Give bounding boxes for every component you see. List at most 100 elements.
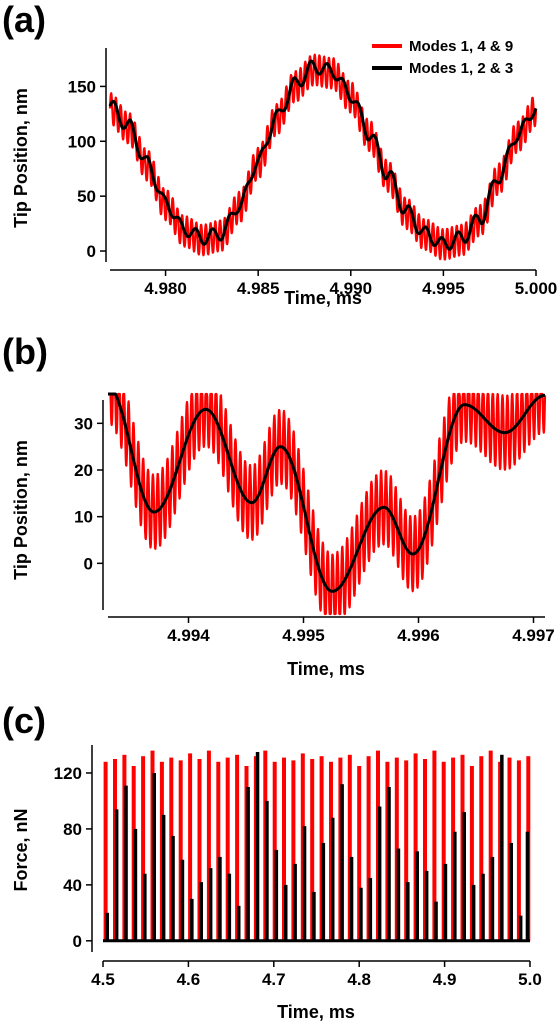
force-spike-modes-1-2-3 (180, 859, 185, 941)
panel-a-plot (108, 53, 538, 261)
panel-b-yticks: 0 10 20 30 (74, 414, 103, 573)
series-line-modes-1-2-3 (108, 59, 538, 251)
legend: Modes 1, 4 & 9 Modes 1, 2 & 3 (372, 38, 513, 77)
y-tick-label: 40 (63, 876, 82, 895)
force-spike-modes-1-2-3 (124, 785, 128, 941)
force-spike-modes-1-2-3 (490, 856, 495, 941)
y-tick-label: 100 (68, 132, 96, 151)
panel-label-c: (c) (2, 700, 46, 741)
force-spike-modes-1-4-9 (141, 756, 146, 941)
force-spike-modes-1-4-9 (206, 750, 211, 941)
x-tick-label: 4.980 (144, 279, 187, 298)
force-spike-modes-1-2-3 (443, 863, 448, 941)
force-spike-modes-1-2-3 (396, 848, 401, 941)
force-spike-modes-1-4-9 (423, 759, 427, 941)
legend-label-modes-1-2-3: Modes 1, 2 & 3 (409, 60, 513, 77)
force-spike-modes-1-2-3 (518, 915, 523, 941)
x-tick-label: 4.990 (330, 279, 373, 298)
force-spike-modes-1-4-9 (366, 756, 371, 941)
y-tick-label: 0 (73, 932, 82, 951)
panel-a-xlabel: Time, ms (284, 288, 362, 308)
force-spike-modes-1-2-3 (434, 901, 438, 941)
force-spike-modes-1-2-3 (462, 812, 466, 941)
force-spike-modes-1-2-3 (237, 905, 241, 941)
panel-c-ylabel: Force, nN (11, 808, 31, 891)
panel-a-xticks: 4.980 4.985 4.990 4.995 5.000 (144, 270, 557, 298)
y-tick-label: 0 (87, 242, 96, 261)
panel-b-plot (106, 392, 547, 616)
panel-a-yticks: 0 50 100 150 (68, 77, 106, 261)
force-spike-modes-1-2-3 (359, 887, 363, 941)
panel-label-b: (b) (2, 331, 48, 372)
panel-b-xlabel: Time, ms (287, 659, 365, 679)
y-tick-label: 80 (63, 820, 82, 839)
x-tick-label: 5.000 (515, 279, 558, 298)
series-line-modes-1-4-9 (107, 392, 547, 616)
panel-b-xticks: 4.994 4.995 4.996 4.997 (167, 617, 555, 645)
force-spike-modes-1-4-9 (479, 756, 484, 941)
x-tick-label: 4.994 (167, 626, 210, 645)
panel-label-a: (a) (2, 0, 46, 40)
force-spike-modes-1-2-3 (161, 814, 166, 941)
force-spike-modes-1-4-9 (310, 759, 315, 941)
force-spike-modes-1-4-9 (488, 750, 493, 941)
x-tick-label: 4.985 (237, 279, 280, 298)
force-spike-modes-1-4-9 (441, 761, 446, 941)
force-spike-modes-1-2-3 (246, 787, 250, 941)
force-spike-modes-1-2-3 (471, 884, 476, 941)
panel-c: (c) 0 40 80 120 4.5 4.6 4.7 4.8 4.9 5.0 Time, ms… (2, 700, 542, 1022)
x-tick-label: 4.997 (512, 626, 555, 645)
panel-c-yticks: 0 40 80 120 (54, 764, 92, 951)
force-spike-modes-1-2-3 (199, 882, 203, 941)
x-tick-label: 4.7 (262, 970, 286, 989)
force-spike-modes-1-4-9 (216, 761, 221, 941)
force-spike-modes-1-2-3 (133, 828, 138, 941)
panel-a-ylabel: Tip Position, nm (11, 88, 31, 228)
force-spike-modes-1-2-3 (265, 800, 269, 941)
force-spike-modes-1-4-9 (516, 760, 521, 941)
force-spike-modes-1-2-3 (387, 787, 391, 941)
x-tick-label: 4.8 (347, 970, 371, 989)
panel-c-xlabel: Time, ms (277, 1002, 355, 1022)
force-spike-modes-1-2-3 (509, 842, 513, 941)
force-spike-modes-1-2-3 (105, 912, 109, 941)
x-tick-label: 4.995 (422, 279, 465, 298)
x-tick-label: 5.0 (518, 970, 542, 989)
force-spike-modes-1-2-3 (321, 842, 326, 941)
force-spike-modes-1-2-3 (525, 831, 530, 941)
y-tick-label: 10 (74, 508, 93, 527)
force-spike-modes-1-2-3 (227, 873, 232, 941)
force-spike-modes-1-2-3 (302, 826, 307, 941)
force-spike-modes-1-2-3 (190, 898, 194, 941)
x-tick-label: 4.996 (397, 626, 440, 645)
y-tick-label: 20 (74, 461, 93, 480)
force-spike-modes-1-2-3 (368, 877, 373, 941)
force-spike-modes-1-4-9 (404, 760, 409, 941)
force-spike-modes-1-4-9 (347, 754, 352, 941)
force-spike-modes-1-4-9 (282, 757, 286, 941)
force-spike-modes-1-4-9 (235, 754, 240, 941)
legend-label-modes-1-4-9: Modes 1, 4 & 9 (409, 38, 513, 55)
panel-c-xticks: 4.5 4.6 4.7 4.8 4.9 5.0 (91, 961, 542, 989)
force-spike-modes-1-2-3 (415, 851, 419, 941)
series-line-modes-1-2-3 (106, 392, 547, 593)
x-tick-label: 4.5 (91, 970, 115, 989)
force-spike-modes-1-2-3 (349, 856, 354, 941)
x-tick-label: 4.9 (433, 970, 457, 989)
force-spike-modes-1-2-3 (208, 868, 213, 941)
force-spike-modes-1-4-9 (178, 760, 183, 941)
force-spike-modes-1-2-3 (453, 831, 457, 941)
y-tick-label: 150 (68, 77, 96, 96)
force-spike-modes-1-2-3 (274, 849, 279, 941)
force-spike-modes-1-4-9 (197, 759, 202, 941)
force-spike-modes-1-4-9 (469, 766, 474, 941)
y-tick-label: 30 (74, 414, 93, 433)
force-spike-modes-1-2-3 (312, 891, 316, 941)
y-tick-label: 0 (84, 554, 93, 573)
force-spike-modes-1-2-3 (406, 882, 410, 941)
force-spike-modes-1-2-3 (481, 873, 485, 941)
force-spike-modes-1-2-3 (500, 754, 504, 941)
force-spike-modes-1-4-9 (291, 760, 296, 941)
